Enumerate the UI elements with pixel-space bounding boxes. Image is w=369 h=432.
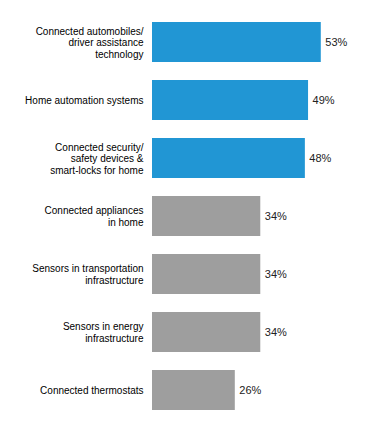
svg-text:Connected appliancesin home: Connected appliancesin home	[45, 205, 144, 228]
svg-text:Home automation systems: Home automation systems	[25, 95, 143, 106]
svg-text:Sensors in transportationinfra: Sensors in transportationinfrastructure	[32, 263, 144, 286]
svg-text:26%: 26%	[239, 384, 261, 396]
svg-text:34%: 34%	[265, 268, 287, 280]
svg-text:Connected automobiles/driver a: Connected automobiles/driver assistancet…	[36, 26, 144, 60]
svg-text:Connected security/safety devi: Connected security/safety devices &smart…	[50, 142, 144, 176]
svg-text:Connected thermostats: Connected thermostats	[40, 385, 143, 396]
svg-text:53%: 53%	[325, 36, 347, 48]
svg-text:48%: 48%	[309, 152, 331, 164]
svg-text:34%: 34%	[265, 210, 287, 222]
svg-text:Sensors in energyinfrastructur: Sensors in energyinfrastructure	[63, 321, 144, 344]
svg-text:49%: 49%	[313, 94, 335, 106]
svg-text:34%: 34%	[265, 326, 287, 338]
